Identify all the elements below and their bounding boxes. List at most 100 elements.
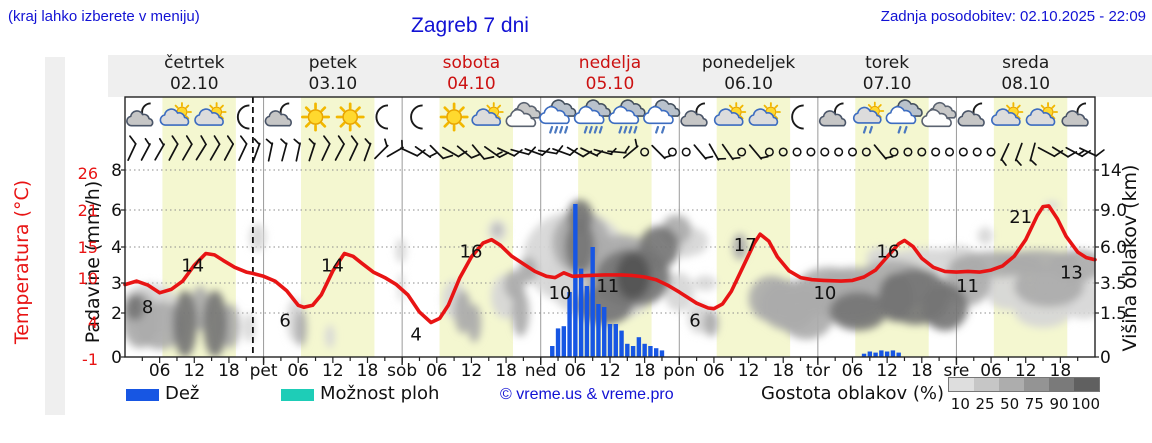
wind-barbs-row [127,135,1105,167]
menu-note: (kraj lahko izberete v meniju) [8,8,200,25]
svg-text:12: 12 [876,361,898,381]
calm-wind-icon [931,147,941,157]
svg-text:11: 11 [596,276,619,297]
page-title: Zagreb 7 dni [411,14,529,37]
calm-wind-icon [792,147,802,157]
day-date: 04.10 [447,74,496,94]
wind-barb-icon [1079,147,1105,157]
svg-text:06: 06 [565,361,587,381]
svg-text:12: 12 [599,361,621,381]
svg-text:18: 18 [772,361,794,381]
wind-barb-icon [873,144,894,160]
svg-text:18: 18 [1050,361,1072,381]
svg-text:13: 13 [1060,262,1083,283]
svg-text:3: 3 [111,274,122,294]
moon-cloud-icon [818,102,847,127]
rain-legend-label: Dež [160,383,205,404]
wind-barb-icon [497,147,523,157]
density-level-label: 90 [1049,395,1069,413]
temperature-tick-labels: 26 21 15 10 4 -1 [78,164,98,369]
density-gradient-step [999,378,1024,391]
calm-wind-icon [681,147,691,157]
calm-wind-icon [834,147,844,157]
day-name: sreda [1002,53,1050,73]
wind-barb-icon [374,138,389,160]
copyright-link[interactable]: © vreme.us & vreme.pro [500,386,674,403]
wind-barb-icon [510,146,537,156]
svg-text:12: 12 [322,361,344,381]
last-update-timestamp: Zadnja posodobitev: 02.10.2025 - 22:09 [880,8,1146,25]
day-name: torek [865,53,910,73]
moon-icon [410,104,423,130]
wind-barb-icon [348,135,359,162]
day-name: petek [308,53,357,73]
day-name: ponedeljek [701,53,796,73]
svg-text:sob: sob [387,361,417,381]
svg-text:12: 12 [183,361,205,381]
svg-text:21: 21 [1009,207,1032,228]
calm-wind-icon [944,147,955,157]
calm-wind-icon [847,147,858,157]
svg-text:14: 14 [1100,161,1122,181]
density-level-label: 75 [1024,395,1044,413]
svg-text:12: 12 [461,361,483,381]
calm-wind-icon [806,147,816,157]
svg-text:pet: pet [250,361,278,381]
svg-text:8: 8 [111,161,122,181]
time-axis-labels: 06 12 18 06 12 18 pet 06 12 18 sob 06 12 18 ned 06 12 18 p… [149,361,1071,381]
sun-icon [439,102,469,132]
cloud-density-legend-label: Gostota oblakov (%) [756,383,950,404]
svg-text:16: 16 [876,242,899,263]
temperature-value-labels: 8 14 6 14 4 16 10 11 6 17 10 16 11 21 13 [142,207,1083,345]
density-gradient-step [1049,378,1074,391]
svg-text:4: 4 [88,313,98,332]
svg-text:4: 4 [111,238,122,258]
wind-barb-icon [483,145,509,159]
sun-cloud-icon [713,102,747,126]
calm-wind-icon [667,147,677,157]
wind-barb-icon [280,138,288,162]
wind-barb-icon [321,135,331,162]
svg-text:18: 18 [911,361,933,381]
moon-cloud-icon [680,102,708,127]
sun-cloud-icon [748,102,781,126]
density-gradient-step [1024,378,1049,391]
svg-text:sre: sre [943,361,969,381]
svg-text:11: 11 [956,276,979,297]
moon-cloud-icon [1061,102,1089,127]
shower-legend-label: Možnost ploh [315,383,445,404]
calm-wind-icon [986,147,996,157]
cloud-cover-shading [125,199,1095,357]
cloud-density-levels: 10 25 50 75 90 100 [948,395,1100,413]
rain-bars [550,204,901,357]
svg-text:10: 10 [813,283,836,304]
cloud-height-tick-labels: 14 9.0 6.0 3.5 1.5 0 [1100,161,1127,368]
calm-wind-icon [917,147,927,157]
svg-text:18: 18 [357,361,379,381]
wind-barb-icon [154,137,165,161]
day-date: 03.10 [308,74,358,94]
svg-text:0: 0 [1100,348,1111,368]
day-header-nedelja: nedelja 05.10 [541,53,680,95]
rain-icon [539,99,577,134]
svg-text:ned: ned [525,361,557,381]
wind-barb-icon [252,138,261,162]
drizzle-icon [643,99,681,134]
wind-barb-icon [363,138,372,162]
sun-icon [301,102,331,132]
day-header-sreda: sreda 08.10 [956,53,1095,95]
svg-text:6: 6 [111,201,122,221]
wind-barb-icon [1029,142,1037,166]
svg-text:12: 12 [738,361,760,381]
svg-text:26: 26 [78,164,98,183]
svg-text:06: 06 [287,361,309,381]
sun-cloud-icon [194,102,227,126]
day-name: četrtek [164,53,225,73]
wind-barb-icon [693,144,714,160]
svg-text:12: 12 [1015,361,1037,381]
day-header-sobota: sobota 04.10 [402,53,541,95]
svg-text:06: 06 [842,361,864,381]
density-level-label: 10 [950,395,970,413]
svg-text:-1: -1 [82,350,98,369]
